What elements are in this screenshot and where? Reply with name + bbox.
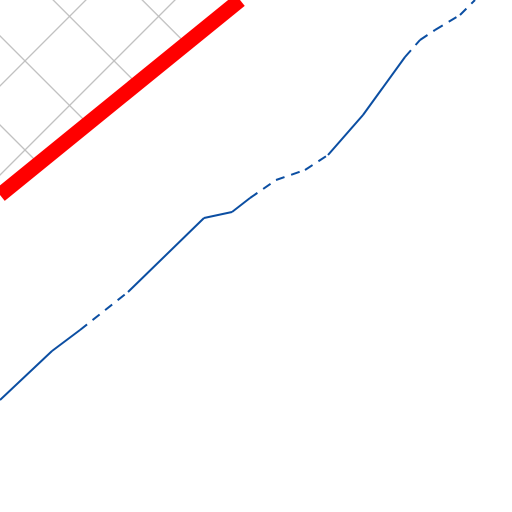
line-segment: [304, 154, 329, 171]
line-segment: [0, 350, 53, 401]
line-segment: [362, 56, 406, 116]
line-segment: [419, 29, 436, 41]
line-segment: [459, 0, 476, 16]
line-segment: [79, 291, 129, 331]
line-segment: [275, 169, 306, 181]
series: [0, 0, 476, 401]
line-segment: [203, 211, 233, 219]
line-segment: [434, 14, 461, 31]
line-segment: [404, 39, 421, 58]
line-segment: [327, 114, 364, 156]
line-segment: [231, 197, 251, 213]
thick-line-segment: [0, 0, 245, 201]
line-segment: [51, 329, 81, 352]
line-segment: [249, 179, 277, 199]
grid-area: [0, 0, 245, 200]
series: [0, 0, 245, 201]
line-segment: [127, 217, 205, 293]
grid: [0, 0, 245, 200]
